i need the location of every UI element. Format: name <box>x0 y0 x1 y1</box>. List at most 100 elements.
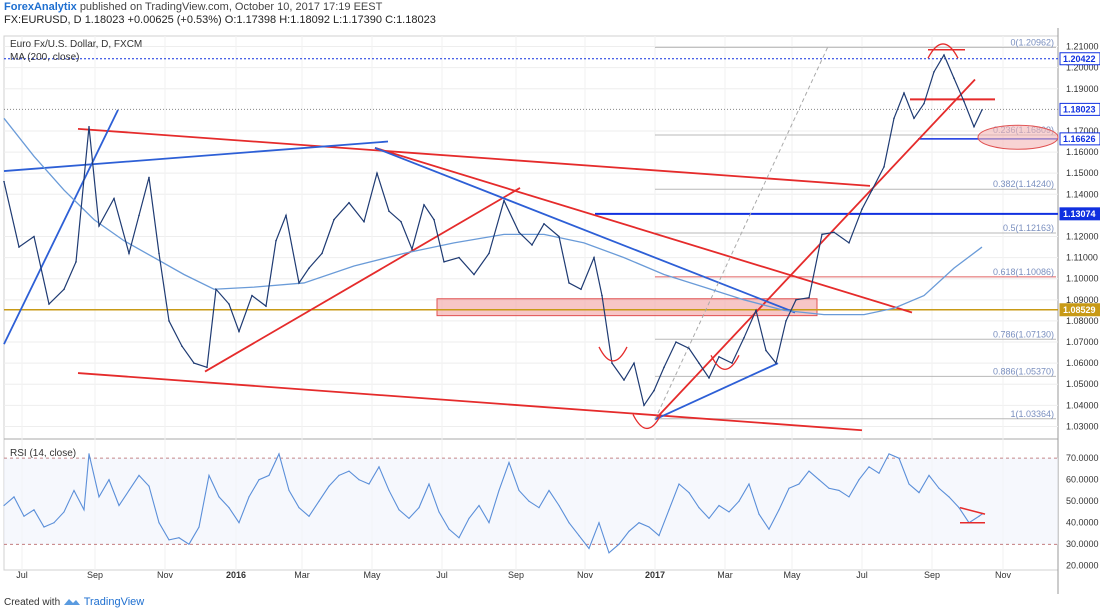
price-point <box>871 189 873 191</box>
target-ellipse <box>977 124 1059 150</box>
fib-level-label: 1(1.03364) <box>1010 409 1054 419</box>
x-tick-label: Jul <box>856 570 868 580</box>
x-tick-label: May <box>783 570 801 580</box>
rsi-point <box>638 522 640 524</box>
price-point <box>285 214 287 217</box>
tradingview-logo-icon <box>63 599 80 606</box>
price-point <box>755 309 757 312</box>
price-point <box>785 320 787 322</box>
rsi-point <box>73 489 75 492</box>
rsi-point <box>178 537 180 539</box>
rsi-point <box>308 515 310 517</box>
price-point <box>558 235 560 238</box>
price-point <box>473 273 475 276</box>
symbol-quote: FX:EURUSD, D 1.18023 +0.00625 (+0.53%) O… <box>4 14 436 26</box>
rsi-point <box>908 483 910 485</box>
y-tick-label: 1.21000 <box>1066 42 1099 52</box>
rsi-point <box>53 522 55 524</box>
price-point <box>215 288 217 291</box>
rsi-point <box>348 470 350 472</box>
rsi-point <box>108 479 110 481</box>
price-point <box>943 54 945 56</box>
rsi-point <box>938 487 940 489</box>
rsi-point <box>928 474 930 476</box>
x-tick-label: 2016 <box>226 570 246 580</box>
price-point <box>148 176 150 179</box>
low-value: 1.17390 <box>342 14 382 26</box>
x-tick-label: Mar <box>294 570 310 580</box>
fib-level-label: 0.886(1.05370) <box>993 366 1054 376</box>
rsi-point <box>258 479 260 481</box>
rsi-point <box>318 500 320 502</box>
rsi-point <box>648 526 650 528</box>
x-tick-label: Jul <box>16 570 28 580</box>
price-point <box>411 248 413 250</box>
tradingview-link[interactable]: TradingView <box>83 596 145 608</box>
top-arc <box>927 43 959 59</box>
rsi-point <box>248 496 250 498</box>
rsi-point <box>528 500 530 502</box>
y-tick-label: 1.15000 <box>1066 168 1099 178</box>
close-value: 1.18023 <box>396 14 436 26</box>
price-point <box>400 220 402 223</box>
rsi-trend-upper <box>959 506 986 515</box>
rsi-point <box>498 489 500 492</box>
rsi-tick-label: 60.0000 <box>1066 475 1099 485</box>
rsi-point <box>598 522 600 524</box>
rsi-point <box>328 485 330 487</box>
price-point <box>765 349 767 352</box>
price-tag-box <box>1059 102 1100 116</box>
x-tick-label: 2017 <box>645 570 665 580</box>
trend-line-red <box>204 187 521 373</box>
price-point <box>580 288 582 291</box>
price-point <box>376 172 378 174</box>
fib-level-label: 0(1.20962) <box>1010 37 1054 47</box>
rsi-point <box>708 517 710 519</box>
price-point <box>708 377 710 379</box>
x-tick-label: Nov <box>995 570 1012 580</box>
trend-line-red <box>77 127 871 187</box>
rsi-point <box>838 489 840 492</box>
price-point <box>568 282 570 284</box>
price-point <box>98 225 100 227</box>
x-tick-label: Sep <box>87 570 103 580</box>
price-point <box>503 199 505 202</box>
trend-line-red <box>374 146 913 314</box>
price-point <box>833 231 835 234</box>
price-point <box>601 294 603 297</box>
price-point <box>775 362 777 364</box>
price-point <box>206 366 208 369</box>
y-tick-label: 1.04000 <box>1066 400 1099 410</box>
chart-title: Euro Fx/U.S. Dollar, D, FXCM <box>10 39 142 50</box>
trend-line-blue <box>3 109 119 345</box>
price-point <box>953 77 955 80</box>
y-tick-label: 1.05000 <box>1066 379 1099 389</box>
rsi-point <box>728 511 730 513</box>
rsi-point <box>978 515 980 517</box>
y-tick-label: 1.09000 <box>1066 295 1099 305</box>
pattern-arc <box>598 346 628 362</box>
x-tick-label: Mar <box>717 570 733 580</box>
rsi-point <box>128 489 130 492</box>
price-point <box>675 341 677 343</box>
price-point <box>981 109 983 111</box>
rsi-point <box>23 515 25 517</box>
x-tick-label: May <box>363 570 381 580</box>
price-point <box>363 220 365 223</box>
rsi-point <box>608 552 610 554</box>
price-tag-box <box>1059 132 1100 146</box>
rsi-point <box>188 543 190 545</box>
rsi-point <box>138 474 140 476</box>
rsi-point <box>848 496 850 498</box>
price-point <box>75 261 77 263</box>
brand-name[interactable]: ForexAnalytix <box>4 1 77 13</box>
rsi-point <box>828 487 830 489</box>
price-point <box>963 100 965 103</box>
rsi-point <box>88 453 90 455</box>
price-point <box>611 362 613 364</box>
rsi-point <box>788 487 790 489</box>
rsi-point <box>238 522 240 524</box>
price-tag-label: 1.16626 <box>1063 134 1096 144</box>
chart-canvas[interactable]: 1.21000 1.20000 1.19000 1.17000 1.16000 1.150… <box>0 28 1100 594</box>
rsi-point <box>778 509 780 511</box>
